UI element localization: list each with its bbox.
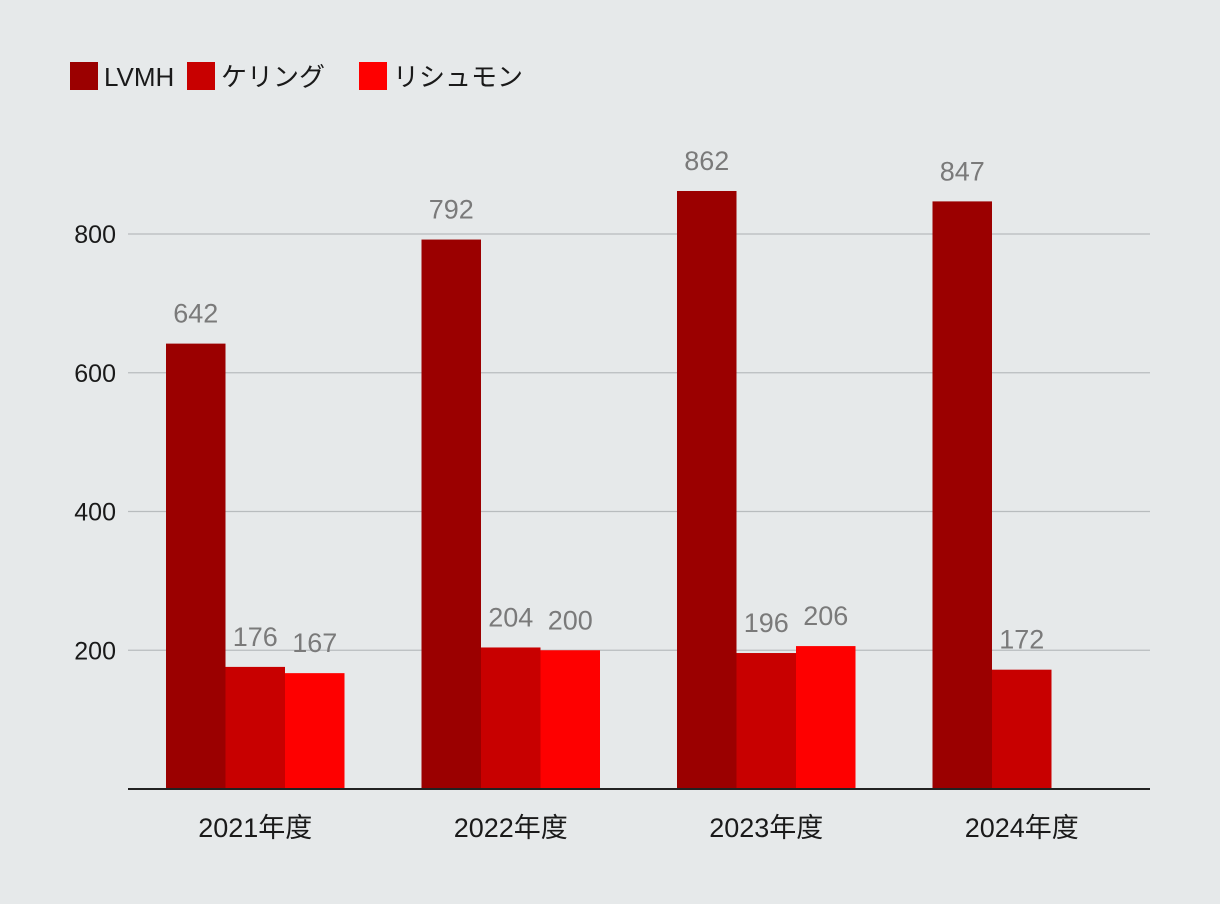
gridlines	[128, 233, 1150, 651]
value-label-1-3: 862	[684, 146, 729, 176]
bar-1-4	[932, 201, 992, 790]
value-label-2-3: 196	[744, 608, 789, 638]
value-label-1-1: 642	[173, 299, 218, 329]
value-label-1-4: 847	[940, 156, 985, 186]
legend: LVMH ケリング リシュモン	[70, 62, 523, 92]
bar-1-3	[677, 190, 737, 790]
bars	[166, 190, 1052, 790]
x-axis-labels: 2021年度 2022年度 2023年度 2024年度	[198, 813, 1079, 843]
legend-label-3: リシュモン	[393, 62, 523, 92]
x-category-label-3: 2023年度	[709, 813, 823, 843]
value-label-3-3: 206	[803, 601, 848, 631]
value-label-1-2: 792	[429, 195, 474, 225]
bar-3-1	[285, 673, 345, 789]
y-tick-label-800: 800	[74, 221, 116, 249]
y-tick-label-600: 600	[74, 360, 116, 388]
bar-1-1	[166, 343, 226, 789]
bar-3-3	[796, 646, 856, 789]
value-label-3-1: 167	[292, 628, 337, 658]
y-tick-label-400: 400	[74, 499, 116, 527]
legend-swatch-1	[70, 62, 98, 90]
y-axis-ticks: 200 400 600 800	[74, 221, 116, 665]
bar-2-1	[225, 666, 285, 789]
value-label-3-2: 200	[548, 605, 593, 635]
legend-swatch-2	[187, 62, 215, 90]
x-category-label-2: 2022年度	[454, 813, 568, 843]
value-labels: 642 176 167 792 204 200 862 196 206 847 172	[173, 146, 1044, 658]
y-tick-label-200: 200	[74, 637, 116, 665]
bar-2-2	[481, 647, 541, 789]
legend-label-2: ケリング	[221, 62, 325, 92]
legend-swatch-3	[359, 62, 387, 90]
value-label-2-1: 176	[233, 622, 278, 652]
x-category-label-1: 2021年度	[198, 813, 312, 843]
value-label-2-2: 204	[488, 602, 533, 632]
bar-2-3	[736, 653, 796, 789]
legend-label-1: LVMH	[104, 62, 174, 92]
value-label-2-4: 172	[999, 625, 1044, 655]
bar-1-2	[421, 239, 481, 790]
bar-2-4	[992, 669, 1052, 789]
x-category-label-4: 2024年度	[965, 813, 1079, 843]
bar-3-2	[540, 650, 600, 789]
